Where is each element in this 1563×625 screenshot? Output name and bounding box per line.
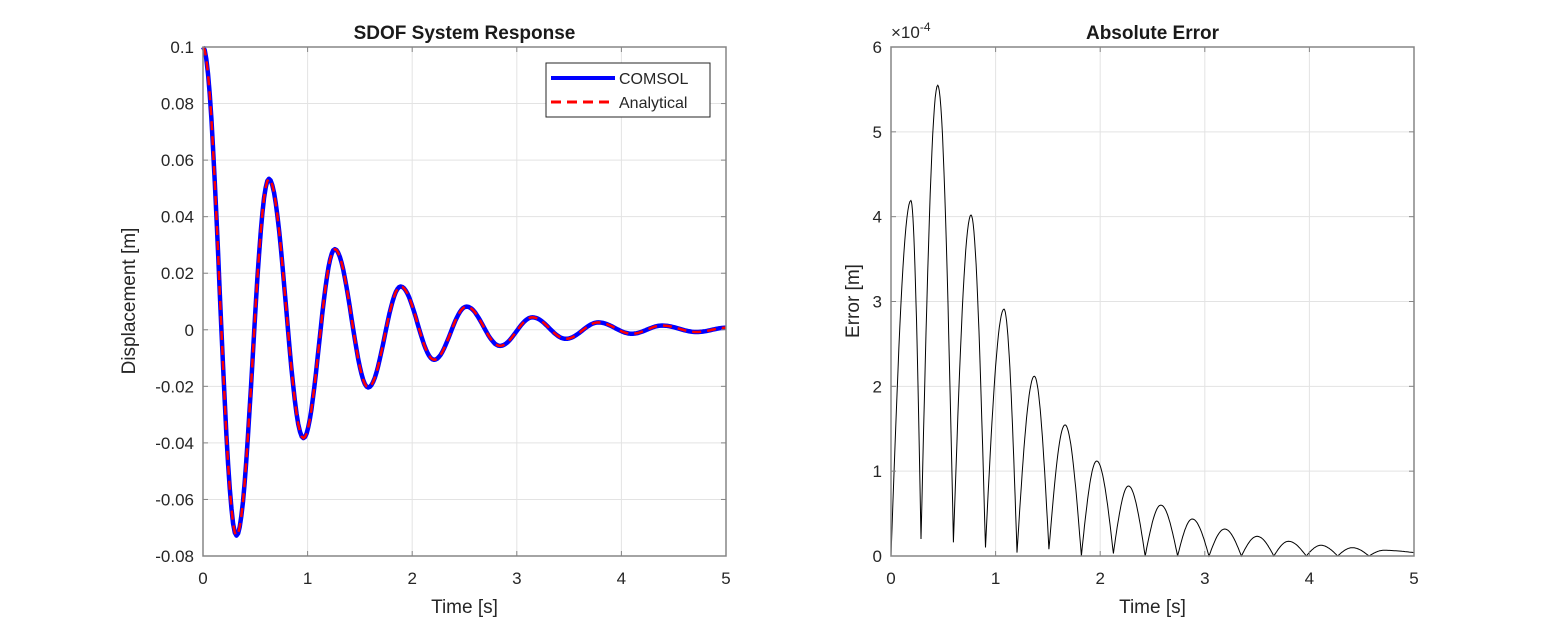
y-exponent-base: ×10 <box>891 23 920 42</box>
x-tick-label: 3 <box>1200 569 1209 588</box>
x-tick-label: 3 <box>512 569 521 588</box>
y-tick-label: 0.08 <box>161 95 194 114</box>
x-tick-label: 2 <box>1095 569 1104 588</box>
chart-title: Absolute Error <box>1086 23 1220 44</box>
x-tick-label: 0 <box>886 569 895 588</box>
x-tick-label: 4 <box>617 569 626 588</box>
y-tick-label: 2 <box>873 377 882 396</box>
chart-title: SDOF System Response <box>354 23 576 44</box>
y-tick-label: 0 <box>185 321 194 340</box>
x-axis-label: Time [s] <box>431 597 498 618</box>
y-axis-label: Error [m] <box>843 264 864 338</box>
y-tick-label: 0.02 <box>161 264 194 283</box>
series-analytical-line <box>201 46 726 538</box>
plot-lines <box>201 45 727 538</box>
y-tick-label: 4 <box>873 208 882 227</box>
x-tick-label: 2 <box>407 569 416 588</box>
y-exponent-label: ×10-4 <box>891 20 931 42</box>
grid <box>203 47 726 556</box>
y-tick-label: 3 <box>873 293 882 312</box>
legend-box <box>545 62 711 118</box>
x-tick-label: 5 <box>721 569 730 588</box>
grid <box>891 47 1414 556</box>
y-tick-label: -0.02 <box>155 377 194 396</box>
error-axes: 0 1 2 3 4 5 0 1 2 3 4 5 6 Absolute Error Time [s] Er… <box>843 20 1419 618</box>
y-axis-label: Displacement [m] <box>119 228 140 375</box>
x-tick-label: 1 <box>303 569 312 588</box>
legend-label-analytical: Analytical <box>619 95 687 112</box>
y-exponent-power: -4 <box>920 20 931 34</box>
axes-box <box>202 46 727 557</box>
x-tick-label: 1 <box>991 569 1000 588</box>
ticks: 0 1 2 3 4 5 0 1 2 3 4 5 6 <box>873 38 1419 588</box>
x-tick-label: 4 <box>1305 569 1314 588</box>
y-tick-label: -0.04 <box>155 434 194 453</box>
error-line <box>890 84 1415 558</box>
y-tick-label: 5 <box>873 123 882 142</box>
ticks: 0 1 2 3 4 5 -0.08 -0.06 -0.04 -0.02 0 0.02 0.04 0.06 0… <box>155 38 730 588</box>
x-axis-label: Time [s] <box>1119 597 1186 618</box>
plot-lines <box>890 84 1415 558</box>
y-tick-label: 6 <box>873 38 882 57</box>
series-comsol-line <box>201 45 727 538</box>
response-axes: 0 1 2 3 4 5 -0.08 -0.06 -0.04 -0.02 0 0.02 0.04 0.06 0… <box>119 23 731 618</box>
y-tick-label: 0 <box>873 547 882 566</box>
y-tick-label: 0.06 <box>161 151 194 170</box>
y-tick-label: 0.1 <box>170 38 194 57</box>
x-tick-label: 0 <box>198 569 207 588</box>
y-tick-label: 1 <box>873 462 882 481</box>
y-tick-label: 0.04 <box>161 208 194 227</box>
y-tick-label: -0.06 <box>155 490 194 509</box>
x-tick-label: 5 <box>1409 569 1418 588</box>
legend-label-comsol: COMSOL <box>619 71 688 88</box>
legend: COMSOL Analytical <box>545 62 711 118</box>
y-tick-label: -0.08 <box>155 547 194 566</box>
